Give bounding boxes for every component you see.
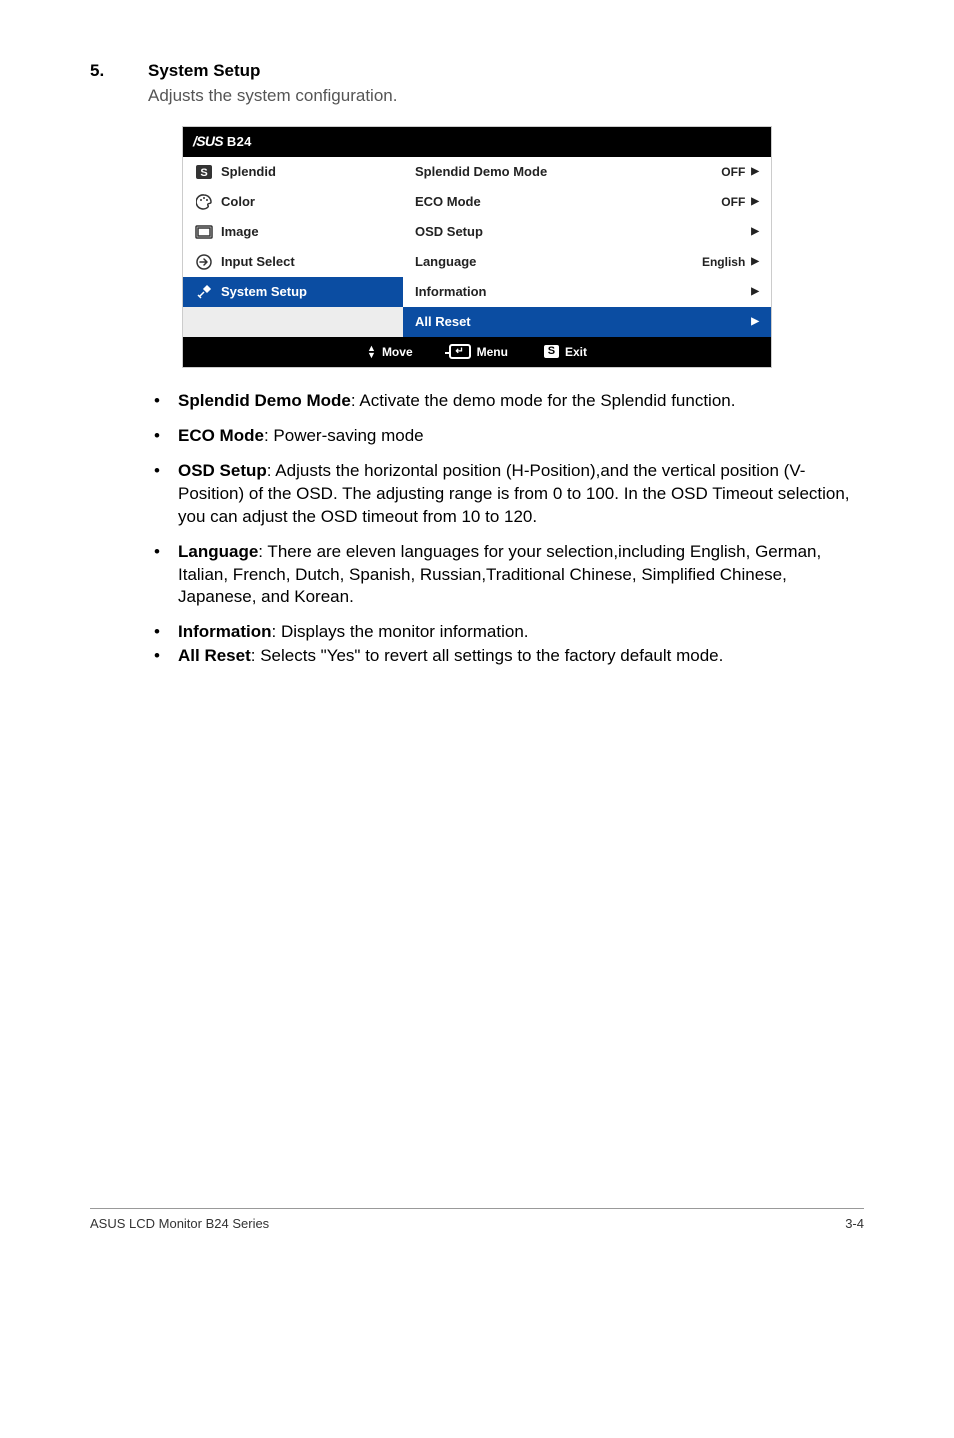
setting-label: ECO Mode — [415, 193, 481, 211]
footer-menu-hint: ↵ Menu — [449, 344, 508, 360]
section-description: Adjusts the system configuration. — [148, 85, 864, 108]
footer-right: 3-4 — [845, 1215, 864, 1233]
palette-icon — [195, 193, 213, 211]
chevron-right-icon: ▶ — [751, 225, 759, 239]
bullet-term: Splendid Demo Mode — [178, 391, 351, 410]
setting-label: Splendid Demo Mode — [415, 163, 547, 181]
setting-value: ▶ — [751, 285, 759, 299]
menu-item-system-setup[interactable]: System Setup — [183, 277, 403, 307]
setting-all-reset[interactable]: All Reset ▶ — [403, 307, 771, 337]
menu-label: Image — [221, 223, 259, 241]
list-item: Splendid Demo Mode: Activate the demo mo… — [148, 390, 854, 413]
bullet-text: : Selects "Yes" to revert all settings t… — [251, 646, 724, 665]
menu-item-splendid[interactable]: S Splendid — [183, 157, 403, 187]
list-item: ECO Mode: Power-saving mode — [148, 425, 854, 448]
input-icon — [195, 253, 213, 271]
setting-information[interactable]: Information ▶ — [403, 277, 771, 307]
footer-menu-label: Menu — [477, 344, 508, 360]
page-footer: ASUS LCD Monitor B24 Series 3-4 — [90, 1208, 864, 1233]
menu-label: Input Select — [221, 253, 295, 271]
setting-eco-mode[interactable]: ECO Mode OFF▶ — [403, 187, 771, 217]
footer-exit-label: Exit — [565, 344, 587, 360]
setting-value: ▶ — [751, 315, 759, 329]
bullet-text: : There are eleven languages for your se… — [178, 542, 821, 607]
updown-icon: ▲▼ — [367, 345, 376, 359]
menu-item-image[interactable]: Image — [183, 217, 403, 247]
menu-label: Color — [221, 193, 255, 211]
setting-value: OFF▶ — [721, 194, 759, 210]
model-label: B24 — [227, 133, 252, 151]
s-badge-icon: S — [195, 163, 213, 181]
chevron-right-icon: ▶ — [751, 195, 759, 209]
list-item: Information: Displays the monitor inform… — [148, 621, 854, 644]
section-title: System Setup — [148, 60, 260, 83]
setting-value: ▶ — [751, 225, 759, 239]
osd-footer: ▲▼ Move ↵ Menu S Exit — [183, 337, 771, 367]
setting-osd-setup[interactable]: OSD Setup ▶ — [403, 217, 771, 247]
bullet-text: : Adjusts the horizontal position (H-Pos… — [178, 461, 850, 526]
chevron-right-icon: ▶ — [751, 315, 759, 329]
footer-move-hint: ▲▼ Move — [367, 344, 413, 360]
bullet-term: All Reset — [178, 646, 251, 665]
setting-label: OSD Setup — [415, 223, 483, 241]
osd-window: /SUS B24 S Splendid Color Image — [182, 126, 772, 368]
menu-item-input-select[interactable]: Input Select — [183, 247, 403, 277]
menu-label: Splendid — [221, 163, 276, 181]
chevron-right-icon: ▶ — [751, 165, 759, 179]
left-spacer — [183, 307, 403, 337]
setting-value: English▶ — [702, 254, 759, 270]
footer-left: ASUS LCD Monitor B24 Series — [90, 1215, 269, 1233]
section-heading-row: 5. System Setup — [90, 60, 864, 83]
bullet-text: : Displays the monitor information. — [272, 622, 529, 641]
setting-value: OFF▶ — [721, 164, 759, 180]
setting-label: Information — [415, 283, 487, 301]
osd-header: /SUS B24 — [183, 127, 771, 157]
section-number: 5. — [90, 60, 148, 83]
bullet-text: : Power-saving mode — [264, 426, 424, 445]
enter-icon: ↵ — [449, 344, 471, 359]
svg-text:S: S — [200, 167, 207, 179]
osd-right-panel: Splendid Demo Mode OFF▶ ECO Mode OFF▶ OS… — [403, 157, 771, 337]
setting-label: All Reset — [415, 313, 471, 331]
chevron-right-icon: ▶ — [751, 255, 759, 269]
list-item: Language: There are eleven languages for… — [148, 541, 854, 610]
bullet-list-1: Splendid Demo Mode: Activate the demo mo… — [148, 390, 854, 610]
bullet-term: Language — [178, 542, 258, 561]
footer-exit-hint: S Exit — [544, 344, 587, 360]
list-item: OSD Setup: Adjusts the horizontal positi… — [148, 460, 854, 529]
footer-move-label: Move — [382, 344, 413, 360]
setting-language[interactable]: Language English▶ — [403, 247, 771, 277]
image-icon — [195, 223, 213, 241]
setting-label: Language — [415, 253, 476, 271]
bullet-term: Information — [178, 622, 272, 641]
osd-left-menu: S Splendid Color Image Input S — [183, 157, 403, 337]
bullet-term: OSD Setup — [178, 461, 267, 480]
tools-icon — [195, 283, 213, 301]
brand-logo: /SUS — [193, 132, 223, 151]
osd-body: S Splendid Color Image Input S — [183, 157, 771, 337]
list-item: All Reset: Selects "Yes" to revert all s… — [148, 645, 854, 668]
chevron-right-icon: ▶ — [751, 285, 759, 299]
bullet-term: ECO Mode — [178, 426, 264, 445]
bullet-list-2: Information: Displays the monitor inform… — [148, 621, 854, 668]
bullet-text: : Activate the demo mode for the Splendi… — [351, 391, 736, 410]
s-badge-icon: S — [544, 345, 559, 358]
setting-splendid-demo-mode[interactable]: Splendid Demo Mode OFF▶ — [403, 157, 771, 187]
menu-label: System Setup — [221, 283, 307, 301]
menu-item-color[interactable]: Color — [183, 187, 403, 217]
